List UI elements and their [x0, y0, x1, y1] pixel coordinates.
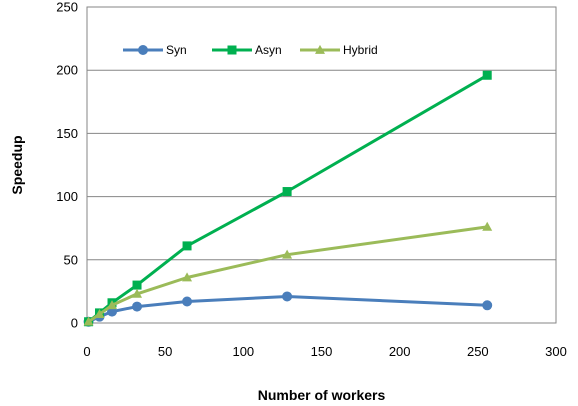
legend-label: Asyn	[255, 43, 282, 57]
tick-labels: 0 50 100 150 200 250 0 50 100 150 200 250 300	[56, 0, 567, 359]
x-tick-label: 200	[389, 344, 411, 359]
data-point-hybrid	[94, 308, 105, 318]
y-tick-label: 0	[71, 316, 78, 331]
x-tick-label: 150	[311, 344, 333, 359]
series	[83, 70, 493, 327]
data-point-hybrid	[132, 288, 143, 298]
series-syn	[83, 291, 493, 327]
y-axis-title: Speedup	[9, 135, 25, 194]
data-point-hybrid	[107, 300, 118, 310]
x-tick-label: 50	[158, 344, 172, 359]
data-point-hybrid	[482, 221, 493, 231]
y-tick-label: 250	[56, 0, 78, 15]
y-tick-label: 200	[56, 63, 78, 78]
x-tick-label: 250	[467, 344, 489, 359]
legend-item-syn: Syn	[123, 43, 187, 57]
legend-label: Hybrid	[343, 43, 378, 57]
legend-swatch-marker	[315, 44, 325, 54]
data-point-asyn	[132, 280, 142, 290]
series-asyn	[84, 70, 492, 327]
x-axis-title: Number of workers	[258, 387, 386, 403]
data-point-asyn	[182, 241, 192, 251]
data-point-syn	[182, 296, 193, 307]
plot-area-frame	[86, 6, 557, 324]
data-point-asyn	[282, 187, 292, 197]
data-point-syn	[132, 301, 143, 312]
data-point-hybrid	[282, 249, 293, 259]
legend-item-hybrid: Hybrid	[300, 43, 378, 57]
y-tick-label: 150	[56, 126, 78, 141]
legend-swatch-marker	[138, 45, 148, 55]
data-point-asyn	[482, 70, 492, 80]
x-tick-label: 100	[232, 344, 254, 359]
data-point-hybrid	[83, 316, 94, 326]
data-point-syn	[482, 300, 493, 311]
x-tick-label: 0	[83, 344, 90, 359]
x-tick-label: 300	[545, 344, 567, 359]
data-point-syn	[282, 291, 293, 302]
series-hybrid	[83, 221, 493, 326]
y-tick-label: 50	[64, 252, 78, 267]
grid	[87, 6, 556, 324]
legend-item-asyn: Asyn	[212, 43, 282, 57]
legend-swatch-marker	[227, 45, 237, 55]
data-point-hybrid	[182, 272, 193, 282]
legend-label: Syn	[166, 43, 187, 57]
legend: Syn Asyn Hybrid	[123, 43, 378, 57]
y-tick-label: 100	[56, 189, 78, 204]
series-line-asyn	[87, 74, 488, 323]
